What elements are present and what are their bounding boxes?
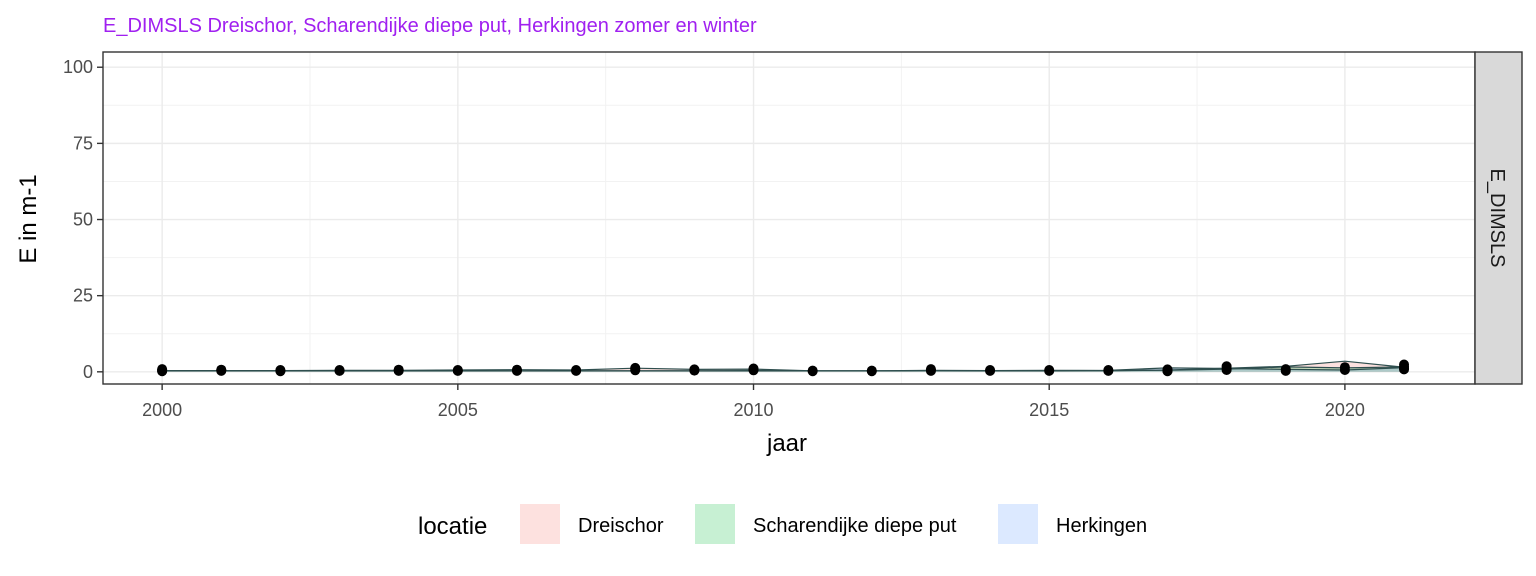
data-point xyxy=(571,365,582,376)
data-point xyxy=(807,365,818,376)
legend-label-dreischor: Dreischor xyxy=(578,515,664,537)
series-lines xyxy=(162,360,1405,372)
x-axis-ticks: 2000 2005 2010 2015 2020 xyxy=(142,384,1365,420)
legend-key-herkingen xyxy=(998,504,1038,544)
data-point xyxy=(985,365,996,375)
data-point xyxy=(334,365,345,376)
data-point xyxy=(452,365,463,376)
data-point xyxy=(925,365,936,375)
y-tick-label: 50 xyxy=(73,210,93,230)
legend-key-dreischor xyxy=(520,504,560,544)
data-point xyxy=(1399,363,1410,374)
x-tick-label: 2000 xyxy=(142,400,182,420)
legend-title: locatie xyxy=(418,513,487,540)
y-axis-title: E in m-1 xyxy=(15,174,42,263)
y-tick-label: 75 xyxy=(73,133,93,153)
y-tick-label: 100 xyxy=(63,57,93,77)
y-axis-ticks: 0 25 50 75 100 xyxy=(63,57,103,382)
data-point xyxy=(748,364,759,375)
legend: locatie Dreischor Scharendijke diepe put… xyxy=(418,504,1147,544)
x-axis-title: jaar xyxy=(766,430,807,457)
data-point xyxy=(866,365,877,376)
legend-label-herkingen: Herkingen xyxy=(1056,515,1147,537)
data-point xyxy=(1339,362,1350,373)
data-point xyxy=(1221,361,1232,372)
facet-strip-label: E_DIMSLS xyxy=(1486,169,1508,268)
facet-strip xyxy=(1474,51,1523,385)
data-point xyxy=(1162,365,1173,376)
data-point xyxy=(511,365,522,376)
x-tick-label: 2005 xyxy=(438,400,478,420)
panel-background xyxy=(103,52,1475,384)
gridlines xyxy=(103,52,1475,384)
data-point xyxy=(157,365,168,376)
legend-key-scharendijke xyxy=(695,504,735,544)
series-line xyxy=(162,367,1405,372)
data-point xyxy=(1044,365,1055,375)
chart-title: E_DIMSLS Dreischor, Scharendijke diepe p… xyxy=(103,15,757,37)
y-tick-label: 0 xyxy=(83,362,93,382)
x-tick-label: 2010 xyxy=(733,400,773,420)
data-point xyxy=(630,362,641,373)
data-point xyxy=(1103,365,1114,375)
y-tick-label: 25 xyxy=(73,286,93,306)
data-point xyxy=(216,365,227,376)
data-point xyxy=(393,365,404,376)
x-tick-label: 2020 xyxy=(1325,400,1365,420)
legend-label-scharendijke: Scharendijke diepe put xyxy=(753,515,957,537)
data-points xyxy=(157,359,1410,377)
x-tick-label: 2015 xyxy=(1029,400,1069,420)
data-point xyxy=(275,365,286,376)
data-point xyxy=(689,365,700,375)
data-point xyxy=(1280,364,1291,375)
